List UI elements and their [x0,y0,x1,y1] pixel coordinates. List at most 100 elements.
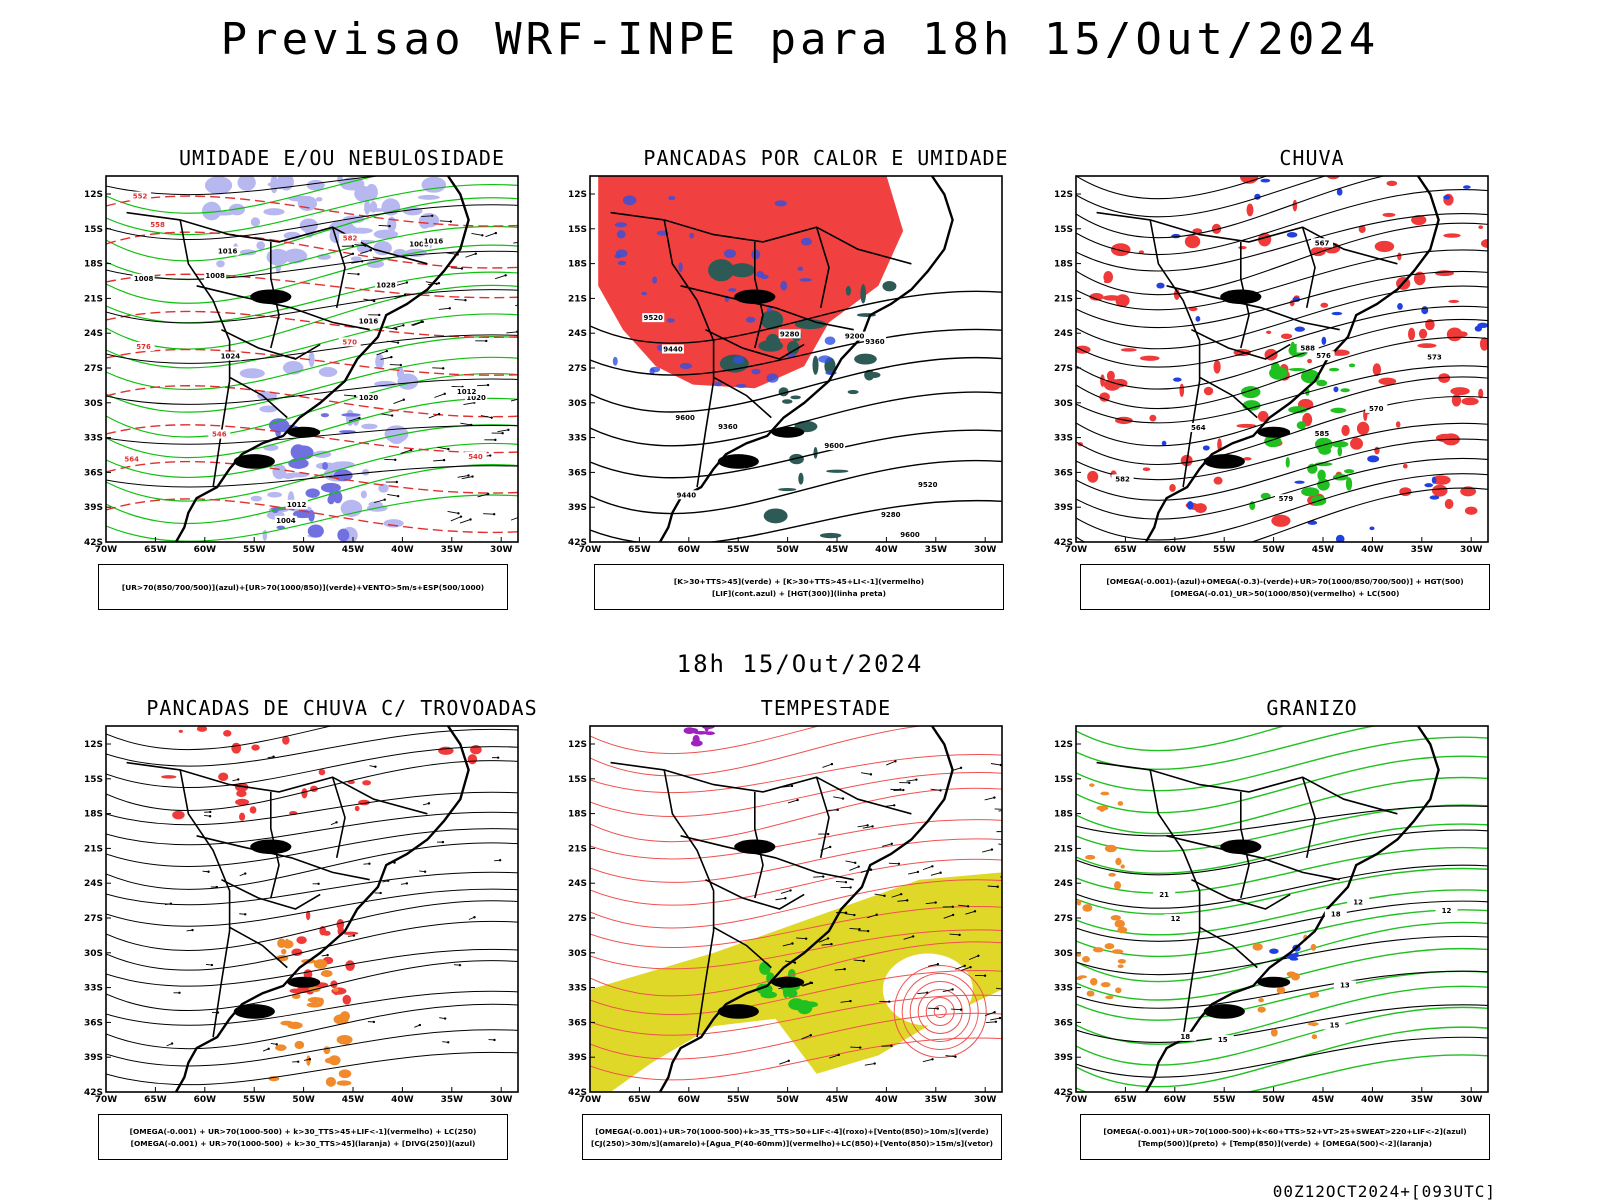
streamline-arrow [267,1048,269,1050]
contour-label: 9280 [881,511,901,519]
wind-vector [504,274,506,276]
rain-area-red [1104,280,1109,283]
wind-vector [1005,830,1007,832]
wind-vector [1010,1025,1012,1027]
streamline-arrow [211,964,213,966]
storm-area-orange [339,1069,352,1078]
humidity-patch-blue [251,217,260,226]
lon-label: 35W [1411,545,1434,555]
rain-area-red [1461,397,1478,405]
humidity-core-blue [305,488,319,497]
lon-label: 55W [727,545,750,555]
humidity-core-blue [308,524,324,537]
wind-vector [457,512,459,514]
streamline-arrow [473,916,475,918]
streamline-arrow [428,802,430,804]
storm-area-red [468,754,478,764]
wind-vector [894,760,896,762]
wind-vector [344,395,355,396]
rain-area-green [1340,388,1350,392]
lagoon [1257,427,1290,438]
wind-vector [460,515,462,517]
humidity-patch-blue [256,241,265,250]
contour-label: 13 [1340,981,1350,989]
wind-vector [836,881,846,882]
wind-vector [354,395,356,397]
rain-area-red [1357,422,1369,435]
streamline-arrow [379,892,381,894]
temp-850-contour [1076,722,1488,769]
wind-vector [822,764,831,767]
lat-label: 24S [568,879,587,889]
lon-label: 70W [95,545,118,555]
contour-label: 576 [1316,352,1331,360]
lat-label: 18S [84,260,103,270]
wind-vector [460,519,470,523]
rain-area-green [1289,368,1306,371]
lon-label: 65W [144,1095,167,1105]
lifted-index-contour [680,363,692,369]
lat-label: 21S [1054,294,1073,304]
omega-orange [1115,920,1125,928]
wind-vector [863,960,865,962]
streamline-arrow [353,934,355,936]
lat-label: 15S [568,775,587,785]
contour-label: 1012 [457,388,477,396]
contour-label: 1024 [221,353,241,361]
storm-area-red [250,806,257,813]
humidity-patch-blue [263,208,284,215]
streamline-250 [106,991,518,1025]
lifted-index-contour [714,382,723,386]
wind-vector [858,825,868,826]
rain-area-red [1266,331,1271,334]
rain-area-green [1317,470,1325,481]
lat-label: 36S [1054,1018,1073,1028]
rain-area-green [1337,446,1342,456]
wind-vector [813,877,823,878]
severe-area-purple [684,727,696,734]
humidity-core-blue [321,413,329,417]
humidity-patch-blue [267,492,282,498]
rain-area-red [1281,333,1292,339]
streamline-250 [106,812,518,844]
omega-orange [1105,995,1113,999]
lagoon [1220,839,1261,854]
contour-label: 1016 [424,237,444,245]
storm-area-red [319,769,326,775]
streamline-250 [106,889,518,926]
humidity-patch-blue [419,213,439,227]
lon-label: 35W [925,1095,948,1105]
wind-vector [888,1000,890,1002]
lon-label: 30W [974,545,997,555]
wind-vector [485,233,495,237]
storm-area-red [161,775,176,778]
lon-label: 45W [342,545,365,555]
legend-line: [LIF](cont.azul) + [HGT(300)](linha pret… [712,589,886,598]
precipitable-water-contour [590,773,1002,817]
wind-vector [827,833,829,835]
thickness-red-contour [106,274,518,297]
rain-area-red [1383,213,1396,217]
legend-line: [OMEGA(-0.001)+UR>70(1000-500)+k<60+TTS>… [1103,1127,1466,1136]
omega-orange [1117,927,1127,934]
rain-area-green [1316,380,1327,387]
humidity-patch-blue [283,249,307,264]
wind-vector [874,1062,876,1064]
lifted-index-contour [798,267,804,272]
map-frame [1076,726,1488,1092]
omega-orange [1089,783,1095,787]
wind-vector [902,789,904,791]
state-border [1200,927,1258,967]
rain-area-red [1247,204,1254,217]
rain-area-blue [1333,386,1338,392]
wind-vector [1007,844,1009,846]
contour-label: 9520 [643,314,663,322]
lagoon [718,1004,759,1019]
humidity-patch-blue [298,196,317,211]
wind-vector [520,397,522,399]
